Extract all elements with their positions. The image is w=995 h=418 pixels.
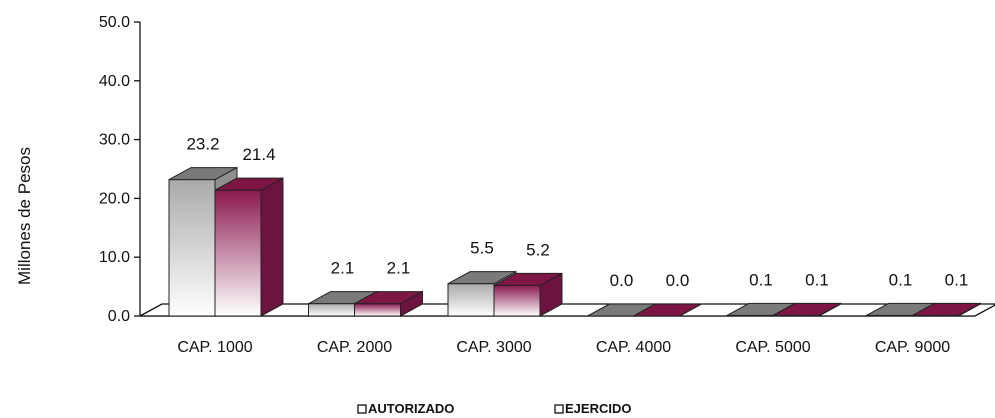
bar-ejercido [772, 302, 842, 317]
x-tick-label: CAP. 2000 [317, 339, 392, 356]
bar-top [912, 302, 981, 316]
legend-swatch-ejercido [554, 404, 564, 414]
data-label: 23.2 [186, 135, 219, 154]
x-tick-label: CAP. 1000 [177, 339, 252, 356]
y-tick-label: 10.0 [99, 249, 130, 266]
data-label: 0.0 [610, 271, 634, 290]
bar-side [260, 177, 284, 317]
data-label: 0.1 [749, 270, 773, 289]
bar-front [354, 303, 401, 317]
x-tick-label: CAP. 9000 [875, 339, 950, 356]
bar-top [493, 272, 563, 286]
bar-front [168, 179, 216, 317]
bar-top [354, 291, 423, 305]
legend-label-ejercido: EJERCIDO [565, 401, 631, 416]
legend: AUTORIZADO EJERCIDO [357, 401, 631, 416]
data-label: 0.1 [889, 270, 913, 289]
bar-ejercido [493, 272, 563, 317]
data-label: 0.0 [666, 271, 690, 290]
y-tick-label: 40.0 [99, 73, 130, 90]
data-label: 5.5 [470, 239, 494, 258]
legend-swatch-autorizado [357, 404, 367, 414]
y-tick-label: 20.0 [99, 190, 130, 207]
data-label: 21.4 [242, 145, 275, 164]
y-tick-label: 0.0 [108, 308, 130, 325]
bar-top [633, 303, 702, 317]
legend-item-autorizado: AUTORIZADO [357, 401, 454, 416]
bar-top [447, 271, 517, 285]
data-label: 0.1 [805, 270, 829, 289]
bar-top [772, 302, 842, 316]
y-axis-label: Millones de Pesos [15, 147, 34, 285]
bar-ejercido [214, 177, 284, 317]
bar-ejercido [354, 290, 423, 317]
data-label: 2.1 [331, 259, 355, 278]
bar-front [214, 189, 262, 317]
bar-ejercido [912, 302, 981, 317]
bar-ejercido [633, 303, 702, 317]
y-tick-label: 30.0 [99, 132, 130, 149]
bar-front [308, 303, 355, 317]
data-label: 5.2 [526, 240, 550, 259]
data-label: 2.1 [387, 259, 411, 278]
bar-front [447, 283, 495, 317]
legend-label-autorizado: AUTORIZADO [368, 401, 454, 416]
bar-top [214, 177, 284, 191]
x-tick-label: CAP. 5000 [735, 339, 810, 356]
y-tick-label: 50.0 [99, 14, 130, 31]
legend-item-ejercido: EJERCIDO [554, 401, 631, 416]
bar-front [493, 284, 541, 317]
x-tick-label: CAP. 3000 [456, 339, 531, 356]
data-label: 0.1 [945, 270, 969, 289]
x-tick-label: CAP. 4000 [596, 339, 671, 356]
bar-top [168, 167, 238, 181]
